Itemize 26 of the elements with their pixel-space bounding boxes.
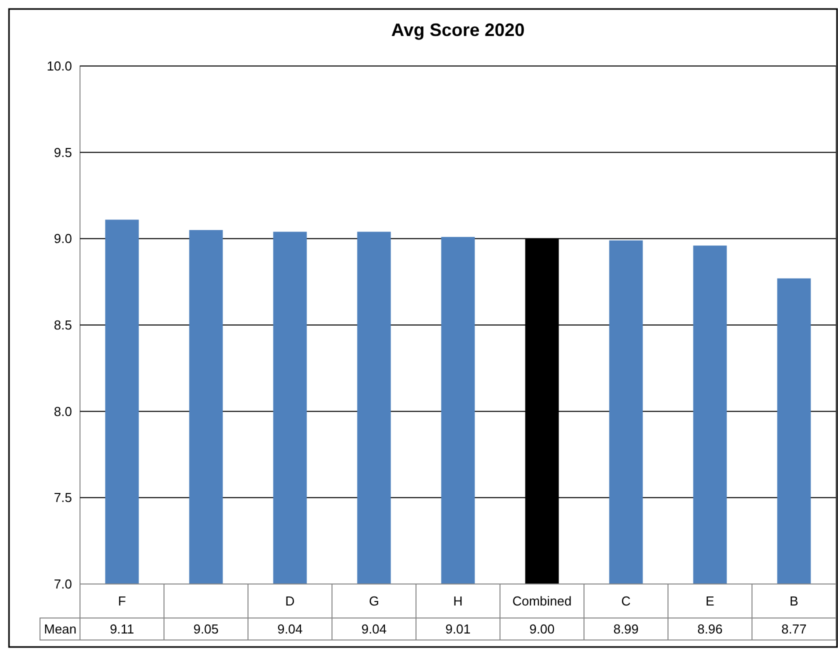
y-tick-label: 8.5	[54, 318, 72, 333]
x-tick-label: Combined	[512, 594, 572, 609]
data-label: 8.99	[613, 622, 639, 637]
y-tick-label: 7.0	[54, 576, 72, 592]
y-tick-label: 10.0	[46, 58, 72, 74]
data-label: 9.05	[193, 622, 219, 637]
data-label: 9.00	[529, 622, 555, 637]
data-label: 9.04	[361, 622, 387, 637]
x-tick-label: E	[706, 594, 715, 609]
data-label: 8.96	[697, 622, 723, 637]
data-label: 9.04	[277, 622, 303, 637]
x-tick-label: B	[790, 594, 798, 609]
y-tick-label: 7.5	[54, 490, 72, 506]
data-label: 9.11	[110, 622, 134, 637]
y-tick-label: 9.0	[54, 231, 72, 246]
data-label: 8.77	[781, 622, 807, 637]
data-label: 9.01	[445, 622, 471, 637]
chart-title: Avg Score 2020	[391, 20, 525, 40]
x-tick-label: H	[453, 594, 463, 609]
y-tick-label: 9.5	[54, 144, 72, 160]
x-tick-label: D	[285, 594, 295, 609]
x-tick-label: C	[621, 594, 631, 609]
x-tick-label: G	[368, 594, 380, 609]
text: Mean	[44, 622, 77, 637]
y-tick-label: 8.0	[54, 404, 72, 419]
x-tick-label: F	[118, 594, 126, 609]
